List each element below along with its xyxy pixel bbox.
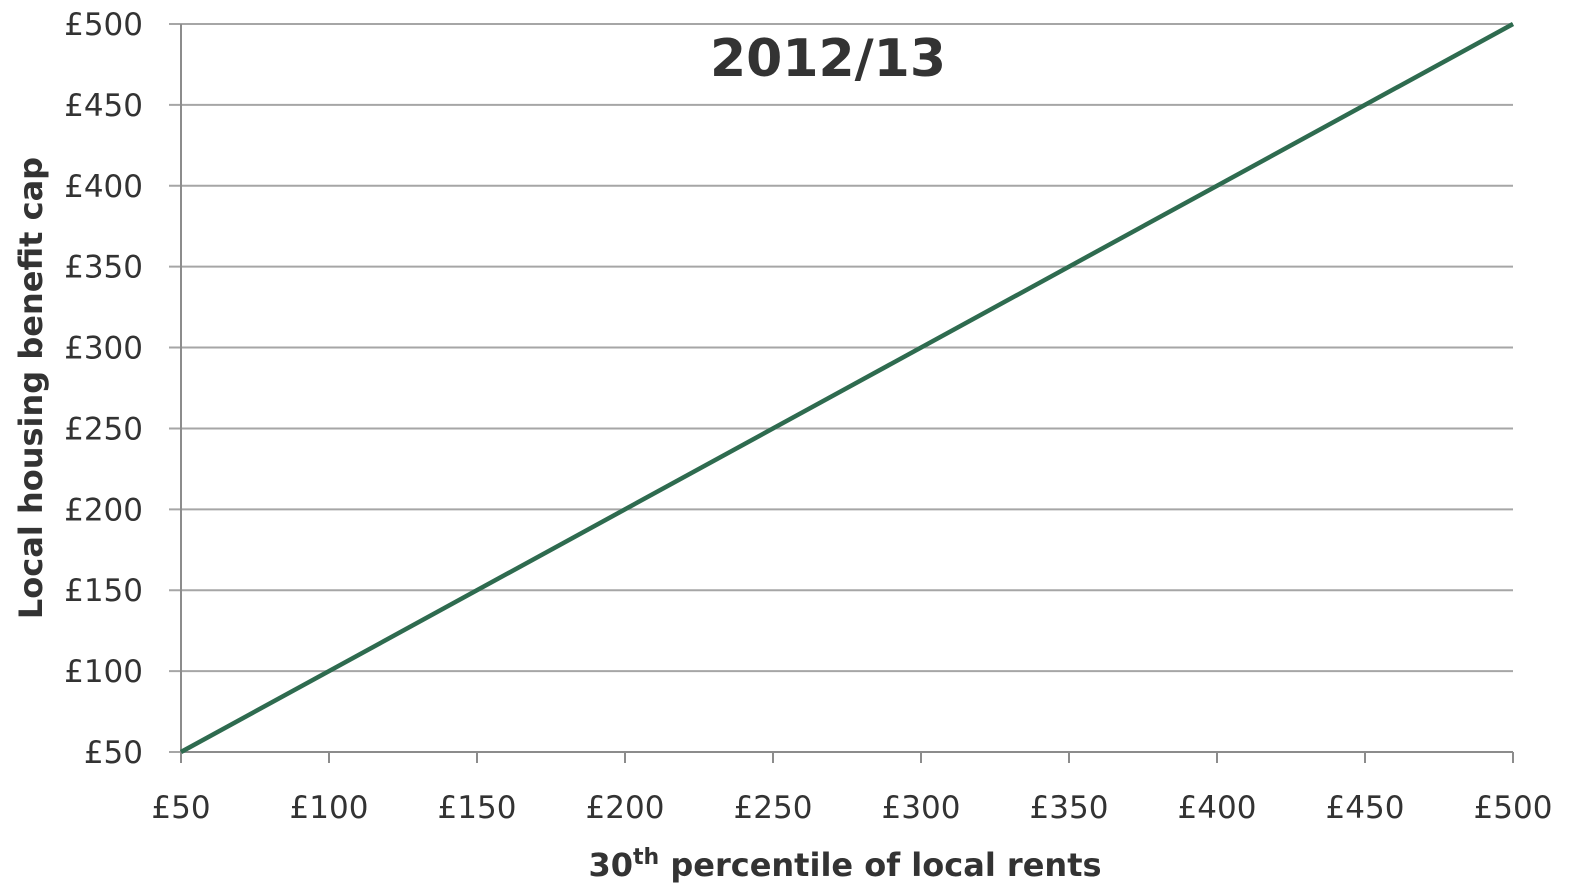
x-axis-title: 30th percentile of local rents: [588, 845, 1101, 884]
chart-title: 2012/13: [710, 29, 946, 89]
x-tick-label: £450: [1326, 790, 1405, 826]
x-axis-title-main: 30: [588, 846, 633, 884]
series-line: [179, 22, 1515, 754]
y-tick-label: £200: [64, 492, 143, 528]
y-tick-label: £100: [64, 654, 143, 690]
x-tick-label: £250: [734, 790, 813, 826]
x-tick-label: £400: [1178, 790, 1257, 826]
axes: [180, 24, 1514, 763]
y-tick-label: £300: [64, 331, 143, 367]
x-axis-title-rest: percentile of local rents: [659, 846, 1101, 884]
y-tick-label: £450: [64, 88, 143, 124]
gridlines: [169, 23, 1513, 753]
x-tick-label: £150: [438, 790, 517, 826]
x-axis-title-sup: th: [633, 845, 659, 870]
tick-labels: £50 £100 £150 £200 £250 £300 £350 £400 £450 £500 £…: [64, 7, 1552, 826]
x-tick-label: £100: [290, 790, 369, 826]
x-tick-label: £300: [882, 790, 961, 826]
y-tick-label: £250: [64, 411, 143, 447]
y-tick-label: £400: [64, 169, 143, 205]
x-tick-label: £350: [1030, 790, 1109, 826]
x-tick-label: £50: [151, 790, 210, 826]
series: [179, 22, 1515, 754]
x-tick-label: £200: [586, 790, 665, 826]
y-tick-label: £50: [84, 735, 143, 771]
y-tick-label: £350: [64, 250, 143, 286]
y-tick-label: £500: [64, 7, 143, 43]
y-axis-title: Local housing benefit cap: [12, 157, 50, 619]
y-tick-label: £150: [64, 573, 143, 609]
x-tick-label: £500: [1474, 790, 1553, 826]
